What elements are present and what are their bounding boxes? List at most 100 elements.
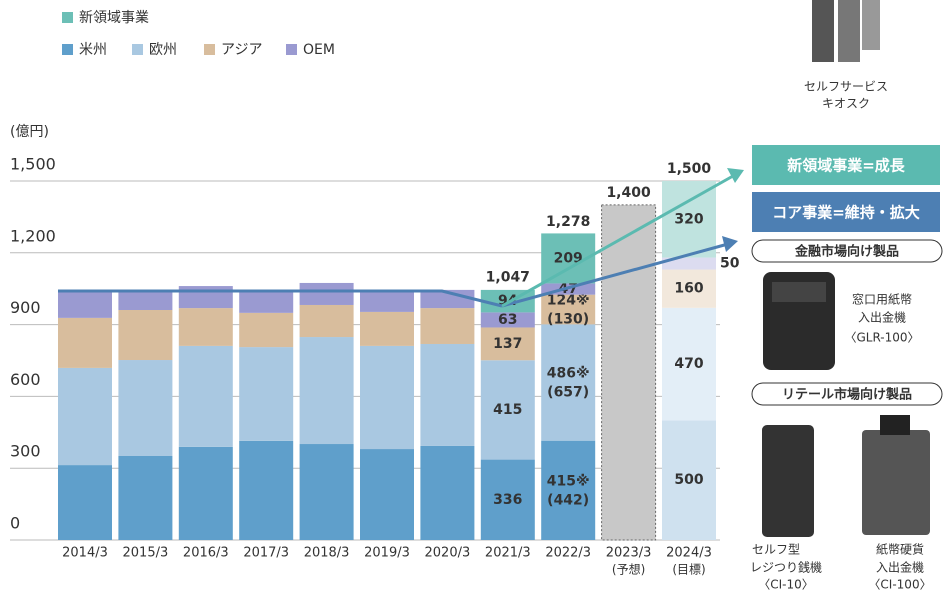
product-label: セルフ型 (752, 543, 800, 557)
legend-swatch (204, 44, 215, 55)
product-label: 紙幣硬貨 (876, 542, 924, 557)
data-label: 209 (554, 250, 583, 266)
x-tick-label: 2020/3 (425, 546, 471, 561)
product-label: 入出金機 (876, 560, 924, 575)
bar-segment (299, 444, 354, 540)
bar-segment (178, 345, 233, 447)
x-tick-label: 2014/3 (62, 546, 108, 561)
retail-label: リテール市場向け製品 (782, 387, 912, 403)
side-panel: セルフサービス キオスク 新領域事業=成長 コア事業=維持・拡大 金融市場向け製… (750, 0, 943, 592)
bar-segment (420, 343, 475, 446)
bar-segment (541, 324, 596, 441)
bar-segment (480, 312, 535, 328)
data-label: 50 (720, 256, 740, 272)
x-tick-label: 2021/3 (485, 546, 531, 561)
x-tick-label: 2017/3 (243, 546, 289, 561)
bar-segment (118, 360, 173, 456)
plot: 0 300 600 900 1,200 1,500 2014/3 2015/3 2016/3 20… (10, 155, 740, 577)
kiosk-label: セルフサービス (804, 80, 888, 94)
y-unit: (億円) (10, 124, 49, 140)
legend-swatch (62, 12, 73, 23)
legend-label: 欧州 (149, 42, 177, 58)
growth-box (752, 145, 940, 185)
x-tick-note: (予想) (612, 562, 645, 577)
bar-segment (58, 317, 112, 368)
bar-segment (662, 307, 716, 421)
bar-segment (178, 286, 233, 309)
bar-segment (299, 304, 354, 338)
total-label: 1,500 (667, 161, 712, 177)
data-label: 124※ (547, 293, 590, 309)
data-label-alt: (130) (547, 312, 589, 328)
data-label-alt: (442) (547, 492, 589, 508)
y-tick-label: 900 (10, 298, 41, 317)
bar-segment (420, 308, 475, 344)
core-label: コア事業=維持・拡大 (772, 204, 920, 222)
data-label: 336 (493, 492, 522, 508)
product-label: 〈CI-100〉 (868, 578, 931, 592)
bar-segment (480, 459, 535, 540)
legend-swatch (286, 44, 297, 55)
bar-segment (58, 465, 112, 540)
trend-arrows (58, 168, 744, 308)
product-label: 窓口用紙幣 (852, 292, 912, 307)
product-label: 入出金機 (858, 310, 906, 325)
x-tick-label: 2023/3 (606, 546, 652, 561)
x-tick-label: 2015/3 (123, 546, 169, 561)
data-label: 415※ (547, 473, 590, 489)
kiosk-image (862, 0, 880, 50)
machine-image (880, 415, 910, 435)
legend-label: 米州 (79, 42, 107, 58)
bar-segment (178, 446, 233, 540)
machine-image (772, 282, 826, 302)
data-label: 160 (674, 281, 703, 297)
bar-segment (662, 269, 716, 308)
bar-segment (58, 292, 112, 318)
machine-image (862, 430, 930, 535)
bar-segment (480, 360, 535, 460)
bar-segment (239, 440, 294, 540)
x-tick-label: 2022/3 (545, 546, 591, 561)
data-label: 63 (498, 312, 517, 328)
product-label: 〈GLR-100〉 (844, 331, 919, 345)
machine-image (762, 425, 814, 537)
bar-segment (118, 292, 173, 311)
legend-swatch (132, 44, 143, 55)
product-label: レジつり銭機 (750, 560, 822, 575)
bar-segment (58, 367, 112, 466)
data-label: 470 (674, 356, 703, 372)
bar-segment (239, 312, 294, 348)
bar-segment (360, 449, 414, 540)
x-tick-note: (目標) (672, 563, 705, 577)
data-label: 137 (493, 336, 522, 352)
bar-segment (420, 445, 475, 540)
x-tick-label: 2016/3 (183, 546, 229, 561)
data-label: 320 (674, 211, 703, 227)
bar-segment (239, 292, 294, 313)
bar-segment (541, 440, 596, 540)
trend-line (58, 289, 503, 308)
data-label-alt: (657) (547, 385, 589, 401)
bar-segment (360, 311, 414, 346)
finance-label: 金融市場向け製品 (794, 244, 899, 260)
kiosk-image (838, 0, 860, 62)
core-box (752, 192, 940, 232)
legend-label: アジア (221, 42, 262, 58)
data-label: 486※ (547, 366, 590, 382)
legend-label: 新領域事業 (79, 9, 149, 26)
bar-segment (541, 294, 596, 325)
arrow-head (722, 236, 738, 252)
data-label: 500 (674, 472, 703, 488)
bar-segment (480, 327, 535, 361)
growth-arrow (501, 174, 734, 308)
x-tick-label: 2018/3 (304, 546, 350, 561)
y-tick-label: 0 (10, 514, 20, 533)
core-arrow (501, 242, 729, 308)
product-label: 〈CI-10〉 (758, 578, 814, 592)
bar-segment (662, 257, 716, 270)
y-tick-label: 600 (10, 370, 41, 389)
finance-pill (751, 239, 943, 263)
kiosk-image (812, 0, 834, 62)
legend-label: OEM (303, 42, 335, 58)
